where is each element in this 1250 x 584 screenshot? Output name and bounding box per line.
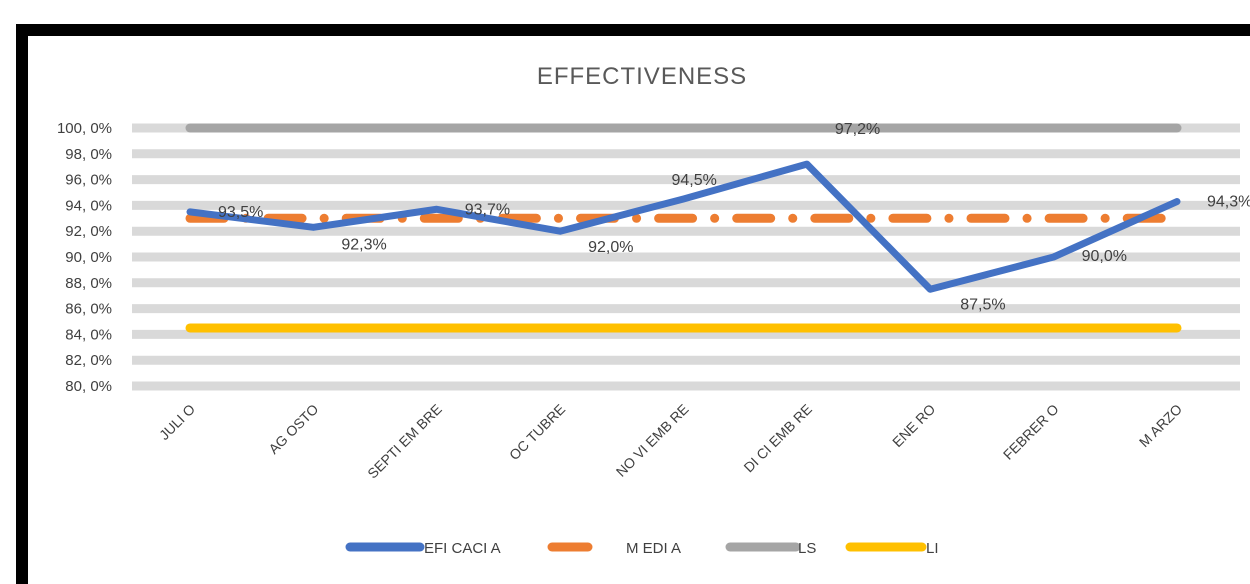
data-label-layer: 93,5% 92,3% 93,7% 92,0% 94,5% 97,2% 87,5% 90,0%…: [218, 121, 1250, 313]
x-tick-label: NO VI EMB RE: [613, 401, 692, 480]
x-tick-label: ENE RO: [889, 401, 938, 450]
y-tick-label: 86, 0%: [65, 301, 112, 318]
chart-frame: [16, 24, 1250, 584]
y-tick-label: 92, 0%: [65, 223, 112, 240]
data-label: 87,5%: [960, 296, 1005, 313]
y-tick-label: 90, 0%: [65, 249, 112, 266]
y-tick-label: 88, 0%: [65, 275, 112, 292]
legend-item-li: LI: [845, 540, 939, 557]
legend: EFI CACI A M EDI A LS LI: [345, 540, 939, 557]
chart-title: EFFECTIVENESS: [537, 63, 747, 90]
legend-item-media: M EDI A: [547, 540, 681, 557]
data-label: 97,2%: [835, 121, 880, 138]
y-tick-label: 96, 0%: [65, 172, 112, 189]
legend-label: LI: [926, 540, 939, 557]
x-tick-label: M ARZO: [1136, 401, 1185, 450]
x-tick-label: JULI O: [156, 401, 198, 443]
series-line-eficacia: [186, 160, 1181, 293]
legend-item-ls: LS: [725, 540, 816, 557]
y-tick-label: 98, 0%: [65, 146, 112, 163]
grid-layer: [132, 123, 1240, 391]
x-tick-label: DI CI EMB RE: [740, 401, 815, 476]
legend-label: LS: [798, 540, 816, 557]
data-label: 92,0%: [588, 239, 633, 256]
y-tick-label: 84, 0%: [65, 326, 112, 343]
x-tick-label: AG OSTO: [265, 401, 321, 457]
x-tick-label: OC TUBRE: [506, 401, 568, 463]
data-label: 93,7%: [465, 201, 510, 218]
y-tick-label: 94, 0%: [65, 197, 112, 214]
y-tick-label: 82, 0%: [65, 352, 112, 369]
data-label: 94,3%: [1207, 194, 1250, 211]
data-label: 93,5%: [218, 204, 263, 221]
x-tick-label: FEBRER O: [1000, 401, 1062, 463]
legend-label: M EDI A: [626, 540, 681, 557]
y-tick-label: 80, 0%: [65, 378, 112, 395]
data-label: 92,3%: [341, 236, 386, 253]
series-layer: [185, 123, 1182, 333]
data-label: 90,0%: [1082, 248, 1127, 265]
data-label: 94,5%: [672, 172, 717, 189]
x-axis: JULI O AG OSTO SEPTI EM BRE OC TUBRE NO VI E…: [156, 401, 1185, 482]
legend-label: EFI CACI A: [424, 540, 501, 557]
x-tick-label: SEPTI EM BRE: [364, 401, 445, 482]
legend-item-eficacia: EFI CACI A: [345, 540, 501, 557]
y-axis: 80, 0% 82, 0% 84, 0% 86, 0% 88, 0% 90, 0% 92, …: [57, 120, 112, 395]
y-tick-label: 100, 0%: [57, 120, 112, 137]
